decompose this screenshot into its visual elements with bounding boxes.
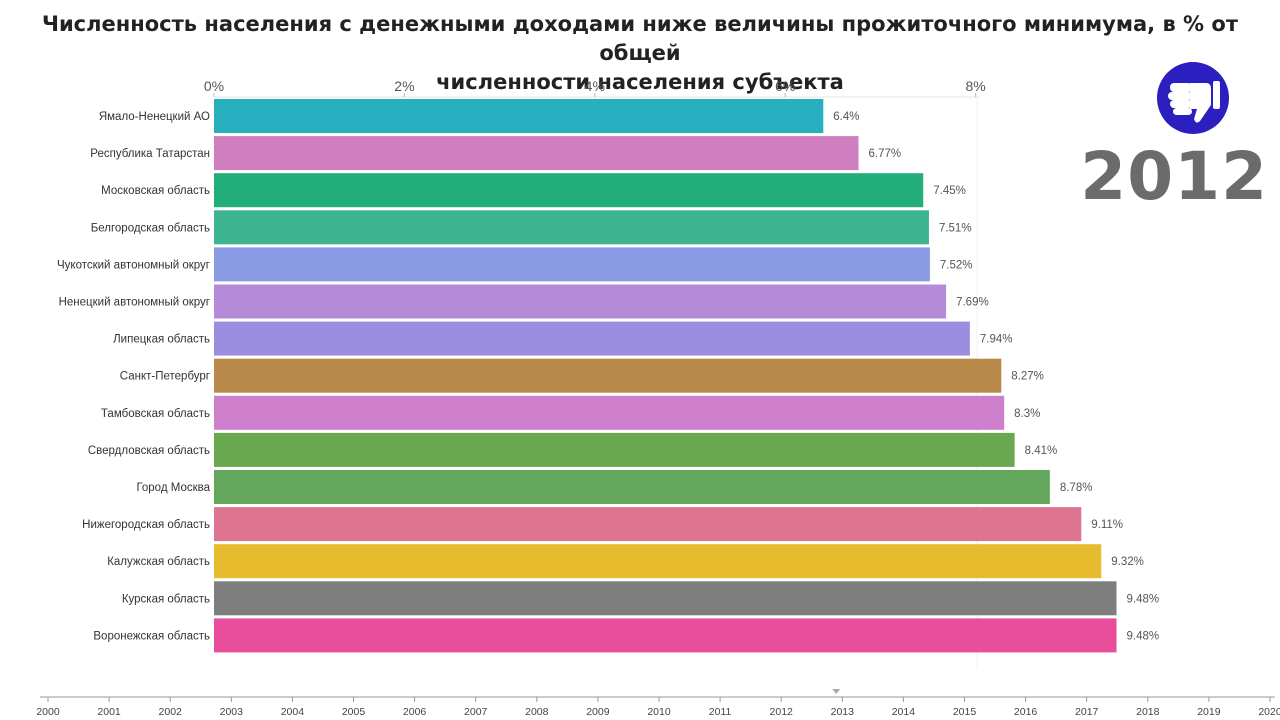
timeline-year-label[interactable]: 2007 (464, 706, 488, 718)
timeline-year-label[interactable]: 2006 (403, 706, 427, 718)
value-label: 8.3% (1014, 408, 1040, 420)
bar (214, 210, 929, 245)
category-label: Город Москва (136, 482, 210, 494)
timeline-year-label[interactable]: 2002 (159, 706, 183, 718)
timeline-year-label[interactable]: 2011 (709, 706, 732, 718)
category-label: Республика Татарстан (90, 148, 210, 160)
category-label: Белгородская область (91, 222, 210, 234)
chart-title-line-2: численности населения субъекта (436, 70, 844, 94)
current-year-label: 2012 (1080, 138, 1268, 215)
timeline-year-label[interactable]: 2009 (586, 706, 610, 718)
bar (214, 507, 1082, 542)
bar (214, 581, 1117, 616)
bar (214, 470, 1050, 504)
bar (214, 173, 924, 208)
category-label: Ненецкий автономный округ (59, 297, 210, 309)
value-label: 9.32% (1111, 556, 1144, 568)
value-label: 6.4% (833, 111, 859, 123)
category-label: Воронежская область (93, 630, 210, 642)
timeline-year-label[interactable]: 2015 (953, 706, 977, 718)
x-tick-label: 0% (204, 78, 224, 94)
timeline-year-label[interactable]: 2010 (647, 706, 671, 718)
bar (214, 247, 930, 282)
category-label: Московская область (101, 185, 210, 197)
x-tick-label: 6% (775, 78, 795, 94)
bar (214, 136, 859, 171)
value-label: 9.11% (1091, 519, 1123, 531)
value-label: 9.48% (1126, 630, 1159, 642)
value-label: 7.52% (940, 259, 973, 271)
timeline-year-label[interactable]: 2004 (281, 706, 305, 718)
thumbs-down-hand (1168, 81, 1220, 123)
timeline-year-label[interactable]: 2001 (97, 706, 121, 718)
chart-title: Численность населения с денежными дохода… (20, 10, 1260, 97)
category-label: Ямало-Ненецкий АО (99, 111, 210, 123)
value-label: 6.77% (869, 148, 902, 160)
thumbs-down-icon (1157, 62, 1229, 134)
category-label: Свердловская область (88, 445, 210, 457)
value-label: 7.69% (956, 297, 989, 309)
category-label: Липецкая область (113, 334, 210, 346)
timeline-year-label[interactable]: 2018 (1136, 706, 1160, 718)
timeline-year-label[interactable]: 2008 (525, 706, 549, 718)
timeline-year-label[interactable]: 2013 (831, 706, 855, 718)
timeline-year-label[interactable]: 2005 (342, 706, 366, 718)
bar (214, 99, 824, 133)
timeline-year-label[interactable]: 2003 (220, 706, 244, 718)
x-tick-label: 2% (394, 78, 414, 94)
category-label: Чукотский автономный округ (57, 259, 210, 271)
category-label: Санкт-Петербург (120, 371, 210, 383)
value-label: 8.41% (1025, 445, 1058, 457)
bar (214, 618, 1117, 653)
value-label: 8.27% (1011, 371, 1044, 383)
timeline-year-label[interactable]: 2017 (1075, 706, 1099, 718)
bar (214, 544, 1102, 579)
bar (214, 321, 970, 356)
timeline-year-label[interactable]: 2000 (36, 706, 60, 718)
bar (214, 358, 1002, 393)
x-tick-label: 4% (585, 78, 605, 94)
timeline-year-label[interactable]: 2016 (1014, 706, 1038, 718)
bar (214, 432, 1015, 467)
value-label: 7.45% (933, 185, 966, 197)
bar (214, 395, 1005, 430)
chart-title-line-1: Численность населения с денежными дохода… (41, 12, 1239, 65)
value-label: 7.51% (939, 222, 972, 234)
timeline-year-label[interactable]: 2020 (1258, 706, 1280, 718)
timeline-year-label[interactable]: 2019 (1197, 706, 1221, 718)
value-label: 9.48% (1126, 593, 1159, 605)
bar (214, 284, 947, 319)
value-label: 8.78% (1060, 482, 1093, 494)
value-label: 7.94% (980, 334, 1013, 346)
bar-chart: 0% 2% 4% 6% 8% Ямало-Ненецкий АО 6.4% Республик… (57, 78, 1159, 670)
timeline-playhead-icon[interactable] (832, 689, 841, 694)
timeline-year-label[interactable]: 2014 (892, 706, 916, 718)
category-label: Тамбовская область (101, 408, 210, 420)
x-tick-label: 8% (965, 78, 985, 94)
timeline-year-label[interactable]: 2012 (770, 706, 794, 718)
category-label: Нижегородская область (82, 519, 210, 531)
category-label: Калужская область (107, 556, 210, 568)
category-label: Курская область (122, 593, 210, 605)
year-timeline[interactable]: 2000 2001 2002 2003 2004 2005 2006 2007 2008 2009… (0, 680, 1280, 720)
